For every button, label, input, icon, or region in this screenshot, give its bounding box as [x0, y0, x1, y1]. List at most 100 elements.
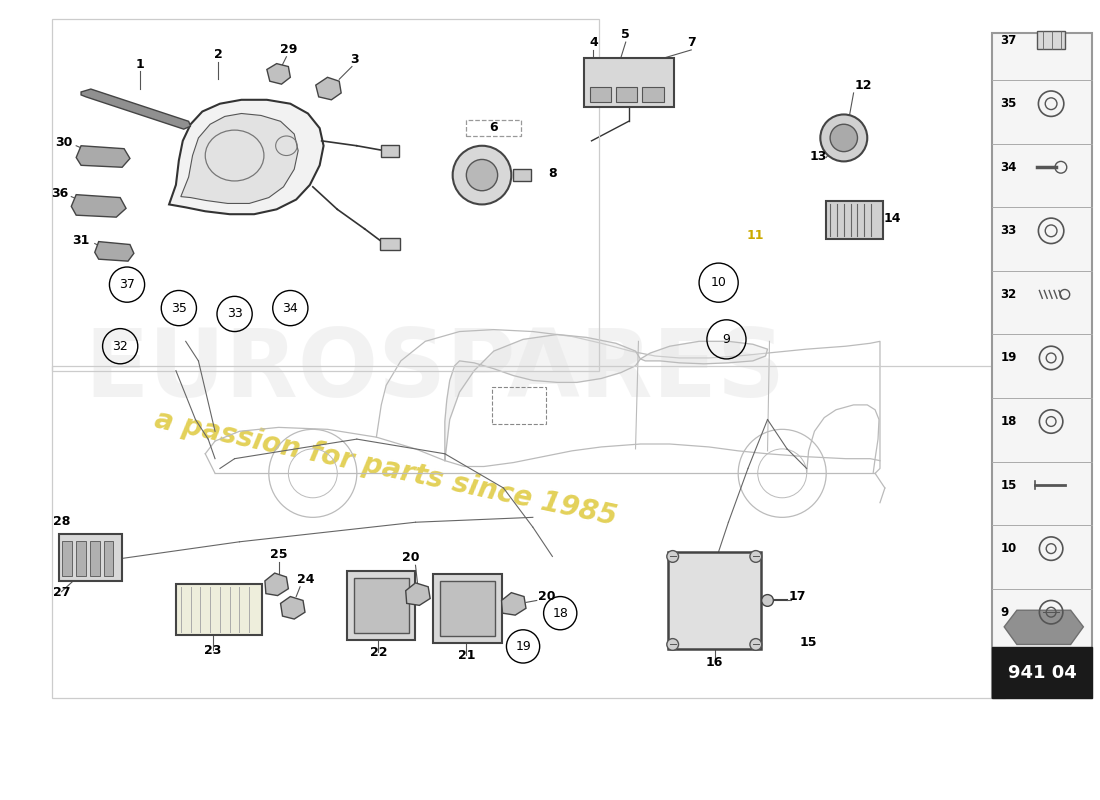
Text: 18: 18 [552, 606, 569, 620]
Bar [58, 534, 122, 581]
Text: a passion for parts since 1985: a passion for parts since 1985 [153, 406, 620, 531]
Circle shape [821, 114, 867, 162]
Circle shape [667, 550, 679, 562]
Bar [382, 145, 399, 158]
Text: 13: 13 [810, 150, 827, 163]
Bar [346, 571, 416, 639]
Text: 25: 25 [270, 549, 287, 562]
Bar [52, 366, 1005, 698]
Text: 20: 20 [402, 551, 419, 564]
Polygon shape [316, 78, 341, 100]
Polygon shape [76, 146, 130, 167]
Text: 29: 29 [279, 43, 297, 56]
Bar [992, 647, 1092, 698]
Circle shape [466, 159, 497, 190]
Bar [433, 574, 502, 642]
Text: 24: 24 [297, 573, 315, 586]
Text: 33: 33 [227, 307, 242, 321]
Polygon shape [444, 334, 640, 461]
Text: 10: 10 [1000, 542, 1016, 555]
Bar [584, 58, 673, 106]
Text: 37: 37 [1000, 34, 1016, 46]
Bar [616, 87, 638, 102]
Circle shape [667, 638, 679, 650]
Text: 22: 22 [370, 646, 387, 659]
Bar [514, 170, 531, 181]
Text: 32: 32 [112, 340, 128, 353]
Bar [52, 18, 600, 370]
Bar [826, 202, 883, 238]
Bar [992, 34, 1092, 698]
Polygon shape [180, 114, 298, 203]
Polygon shape [72, 194, 126, 217]
Circle shape [453, 146, 512, 205]
Polygon shape [267, 64, 290, 84]
Text: 21: 21 [458, 649, 475, 662]
Text: 35: 35 [170, 302, 187, 314]
Text: 34: 34 [1000, 161, 1016, 174]
Bar [440, 581, 495, 636]
Text: 14: 14 [884, 212, 901, 225]
Text: 1: 1 [135, 58, 144, 70]
Polygon shape [406, 583, 430, 606]
Text: 20: 20 [538, 590, 556, 603]
Text: 10: 10 [711, 276, 727, 289]
Text: 2: 2 [213, 48, 222, 61]
Text: 27: 27 [53, 586, 70, 598]
Polygon shape [81, 89, 190, 129]
Bar [63, 541, 73, 576]
Polygon shape [280, 597, 305, 619]
Text: 9: 9 [723, 333, 730, 346]
Bar [76, 541, 86, 576]
Text: 15: 15 [1000, 478, 1016, 491]
Text: 7: 7 [686, 36, 695, 49]
Bar [668, 551, 761, 650]
Polygon shape [169, 100, 323, 214]
Bar [354, 578, 409, 633]
Text: 9: 9 [1000, 606, 1009, 618]
Text: 4: 4 [590, 36, 597, 49]
Text: 36: 36 [51, 186, 68, 200]
Text: 32: 32 [1000, 288, 1016, 301]
Text: 34: 34 [283, 302, 298, 314]
Polygon shape [502, 593, 526, 615]
Text: 15: 15 [800, 637, 817, 650]
Text: 19: 19 [515, 640, 531, 653]
Circle shape [761, 594, 773, 606]
Bar [103, 541, 113, 576]
Text: 30: 30 [55, 136, 73, 149]
Text: 16: 16 [706, 656, 724, 669]
Polygon shape [265, 573, 288, 595]
Circle shape [750, 550, 761, 562]
Bar [381, 238, 399, 250]
Text: 28: 28 [53, 515, 70, 528]
Polygon shape [95, 242, 134, 261]
Bar [1037, 31, 1065, 49]
Text: EUROSPARES: EUROSPARES [85, 325, 785, 417]
Polygon shape [1004, 610, 1084, 645]
Text: 35: 35 [1000, 98, 1016, 110]
Text: 3: 3 [351, 53, 360, 66]
Text: 17: 17 [788, 590, 805, 603]
Text: 31: 31 [73, 234, 90, 246]
Bar [176, 584, 262, 634]
Text: 8: 8 [548, 167, 557, 180]
Text: 941 04: 941 04 [1008, 664, 1077, 682]
Bar [642, 87, 664, 102]
Text: 23: 23 [205, 644, 222, 658]
Text: 6: 6 [490, 121, 498, 134]
Text: 5: 5 [621, 28, 630, 41]
Text: 37: 37 [119, 278, 135, 291]
Bar [590, 87, 612, 102]
Text: 18: 18 [1000, 415, 1016, 428]
Text: 19: 19 [1000, 351, 1016, 365]
Text: 33: 33 [1000, 224, 1016, 238]
Text: 11: 11 [747, 229, 764, 242]
Polygon shape [640, 342, 768, 364]
Bar [90, 541, 100, 576]
Circle shape [750, 638, 761, 650]
Text: 12: 12 [855, 79, 872, 92]
Circle shape [830, 124, 858, 152]
Bar [492, 387, 546, 425]
Bar [466, 120, 521, 136]
